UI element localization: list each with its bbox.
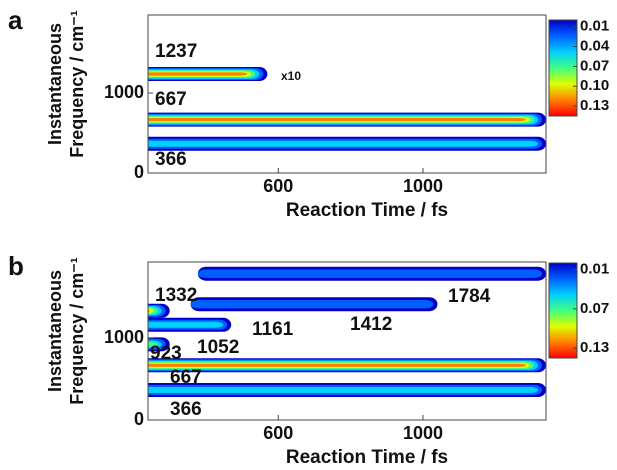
colorbar-tick-label: 0.13 bbox=[580, 339, 609, 356]
x-tick-label: 1000 bbox=[403, 176, 443, 196]
y-axis-label: Instantaneous bbox=[45, 23, 65, 145]
y-tick-label: 0 bbox=[134, 162, 144, 182]
annotation: 1052 bbox=[197, 337, 239, 358]
band bbox=[148, 341, 158, 347]
bands bbox=[148, 67, 546, 151]
colorbar bbox=[548, 262, 578, 359]
colorbar-tick-label: 0.01 bbox=[580, 18, 609, 35]
colorbar-tick-label: 0.07 bbox=[580, 300, 609, 317]
annotation: 667 bbox=[170, 367, 202, 388]
x-axis-label: Reaction Time / fs bbox=[286, 200, 448, 221]
y-axis-label: Frequency / cm⁻¹ bbox=[67, 10, 87, 158]
annotation: 366 bbox=[155, 149, 187, 170]
x-tick-label: 600 bbox=[263, 423, 293, 443]
band bbox=[148, 308, 154, 314]
band bbox=[148, 321, 224, 328]
colorbar-tick-label: 0.04 bbox=[580, 37, 610, 54]
annotation: 667 bbox=[155, 89, 187, 110]
y-axis-label: Instantaneous bbox=[45, 270, 65, 392]
annotation: 923 bbox=[150, 343, 182, 364]
band bbox=[190, 300, 434, 309]
annotation: x10 bbox=[281, 69, 301, 83]
annotation: 1784 bbox=[448, 286, 491, 307]
band bbox=[148, 72, 248, 76]
plot-frame bbox=[147, 261, 547, 421]
colorbar-tick-label: 0.07 bbox=[580, 57, 609, 74]
band bbox=[148, 363, 526, 367]
colorbar-tick-label: 0.13 bbox=[580, 97, 609, 114]
colorbar-tick-label: 0.01 bbox=[580, 261, 609, 278]
band bbox=[197, 269, 542, 278]
annotation: 366 bbox=[170, 399, 202, 420]
y-tick-label: 0 bbox=[134, 409, 144, 429]
band bbox=[148, 118, 526, 122]
panel-label: a bbox=[8, 5, 23, 35]
annotation: 1161 bbox=[252, 319, 294, 340]
annotation: 1237 bbox=[155, 41, 197, 62]
colorbar bbox=[548, 19, 578, 117]
x-tick-label: 600 bbox=[263, 176, 293, 196]
band bbox=[148, 140, 538, 147]
plot-frame bbox=[147, 14, 547, 174]
colorbar-tick-label: 0.10 bbox=[580, 77, 609, 94]
y-tick-label: 1000 bbox=[104, 82, 144, 102]
panel-label: b bbox=[8, 251, 24, 281]
bands bbox=[148, 266, 546, 397]
annotation: 1412 bbox=[350, 314, 392, 335]
band bbox=[148, 386, 538, 393]
x-tick-label: 1000 bbox=[403, 423, 443, 443]
y-axis-label: Frequency / cm⁻¹ bbox=[67, 257, 87, 405]
y-tick-label: 1000 bbox=[104, 327, 144, 347]
x-axis-label: Reaction Time / fs bbox=[286, 447, 448, 468]
annotation: 1332 bbox=[155, 285, 197, 306]
